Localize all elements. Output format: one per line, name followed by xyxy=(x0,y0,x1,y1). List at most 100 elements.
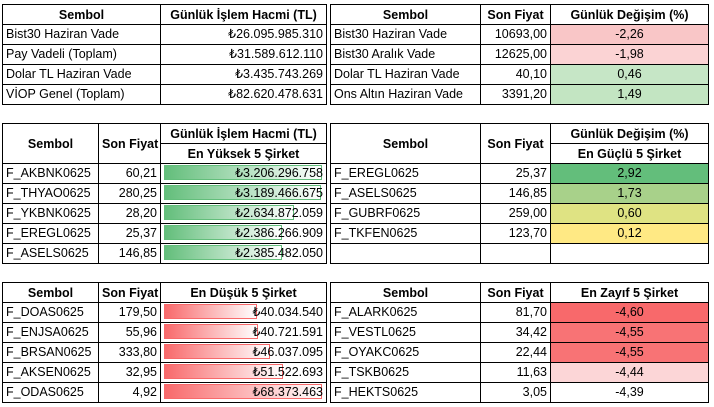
cell-content: F_ALARK0625 xyxy=(334,304,477,322)
cell: 10693,00 xyxy=(480,24,551,45)
data-table: Sembol Son Fiyat Günlük İşlem Hacmi (TL) En… xyxy=(2,123,327,264)
cell-content: ₺3.435.743.269 xyxy=(164,66,323,84)
header-row: Sembol Günlük İşlem Hacmi (TL) xyxy=(2,4,327,25)
data-row: F_ODAS0625 4,92 ₺68.373.463 xyxy=(2,382,327,403)
cell: 3391,20 xyxy=(480,84,551,105)
column-subheader: En Güçlü 5 Şirket xyxy=(550,143,709,164)
cell: F_THYAO0625 xyxy=(2,183,99,204)
value: 34,42 xyxy=(515,325,547,339)
data-row: F_TKFEN0625 123,70 0,12 xyxy=(330,223,709,244)
cell-content: ₺68.373.463 xyxy=(164,384,323,402)
value: 12625,00 xyxy=(494,47,547,61)
cell: ₺51.522.693 xyxy=(160,362,327,383)
cell: -4,60 xyxy=(550,302,709,323)
cell: F_EREGL0625 xyxy=(330,163,481,184)
symbol: F_DOAS0625 xyxy=(6,305,84,319)
cell-content: F_AKBNK0625 xyxy=(6,165,95,183)
symbol: F_ODAS0625 xyxy=(6,385,84,399)
column-header: Sembol xyxy=(2,123,99,164)
cell-content: 81,70 xyxy=(484,304,547,322)
cell: F_AKBNK0625 xyxy=(2,163,99,184)
cell: 3,05 xyxy=(480,382,551,403)
value: 2,92 xyxy=(617,166,642,180)
data-row: Dolar TL Haziran Vade 40,10 0,46 xyxy=(330,64,709,85)
cell-content: 11,63 xyxy=(484,364,547,382)
symbol: Ons Altın Haziran Vade xyxy=(334,87,464,101)
cell-content: ₺3.206.296.758 xyxy=(164,165,323,183)
cell-content: -4,39 xyxy=(554,384,705,402)
symbol: F_TSKB0625 xyxy=(334,365,410,379)
data-bar xyxy=(164,344,271,359)
value: 25,37 xyxy=(125,226,157,240)
data-bar xyxy=(164,384,322,399)
cell: Bist30 Haziran Vade xyxy=(330,24,481,45)
cell: F_AKSEN0625 xyxy=(2,362,99,383)
cell: ₺31.589.612.110 xyxy=(160,44,327,65)
cell: 25,37 xyxy=(480,163,551,184)
cell-content: F_ENJSA0625 xyxy=(6,324,95,342)
data-table: Sembol Son Fiyat Günlük Değişim (%) En Güçl… xyxy=(330,123,709,264)
cell-content: 333,80 xyxy=(102,344,157,362)
column-header: En Zayıf 5 Şirket xyxy=(550,282,709,303)
data-row: Ons Altın Haziran Vade 3391,20 1,49 xyxy=(330,84,709,105)
data-row: F_OYAKC0625 22,44 -4,55 xyxy=(330,342,709,363)
cell: F_ASELS0625 xyxy=(330,183,481,204)
symbol: F_VESTL0625 xyxy=(334,325,416,339)
data-row: F_BRSAN0625 333,80 ₺46.037.095 xyxy=(2,342,327,363)
cell: 55,96 xyxy=(98,322,161,343)
symbol: F_AKBNK0625 xyxy=(6,166,91,180)
cell-content: F_THYAO0625 xyxy=(6,185,95,203)
cell: 0,46 xyxy=(550,64,709,85)
cell: VİOP Genel (Toplam) xyxy=(2,84,161,105)
cell-content: F_BRSAN0625 xyxy=(6,344,95,362)
cell: Bist30 Aralık Vade xyxy=(330,44,481,65)
cell: 1,73 xyxy=(550,183,709,204)
cell: F_EREGL0625 xyxy=(2,223,99,244)
value: 3391,20 xyxy=(501,87,547,101)
cell-content: ₺51.522.693 xyxy=(164,364,323,382)
cell-content: ₺82.620.478.631 xyxy=(164,86,323,104)
data-row: F_DOAS0625 179,50 ₺40.034.540 xyxy=(2,302,327,323)
cell: 32,95 xyxy=(98,362,161,383)
cell-content: F_ASELS0625 xyxy=(6,245,95,263)
column-header: Günlük Değişim (%) xyxy=(550,4,709,25)
cell-content: ₺31.589.612.110 xyxy=(164,46,323,64)
value: -4,44 xyxy=(615,365,644,379)
cell: F_TKFEN0625 xyxy=(330,223,481,244)
value: 146,85 xyxy=(508,186,547,200)
data-row: F_YKBNK0625 28,20 ₺2.634.872.059 xyxy=(2,203,327,224)
data-bar xyxy=(164,185,322,200)
data-bar xyxy=(164,364,284,379)
value: 123,70 xyxy=(508,226,547,240)
symbol: F_EREGL0625 xyxy=(334,166,419,180)
cell-content: 32,95 xyxy=(102,364,157,382)
cell-content: 3,05 xyxy=(484,384,547,402)
symbol: Dolar TL Haziran Vade xyxy=(6,67,132,81)
cell-content: Dolar TL Haziran Vade xyxy=(6,66,157,84)
column-header: Sembol xyxy=(330,123,481,164)
cell-content: 146,85 xyxy=(102,245,157,263)
cell-content: 0,60 xyxy=(554,205,705,223)
cell-content: -4,55 xyxy=(554,324,705,342)
value: 280,25 xyxy=(118,186,157,200)
cell-content: F_TKFEN0625 xyxy=(334,225,477,243)
cell: Dolar TL Haziran Vade xyxy=(330,64,481,85)
data-row: F_AKSEN0625 32,95 ₺51.522.693 xyxy=(2,362,327,383)
cell: 179,50 xyxy=(98,302,161,323)
value: ₺3.189.466.675 xyxy=(235,186,323,200)
symbol: F_BRSAN0625 xyxy=(6,345,92,359)
cell: ₺3.189.466.675 xyxy=(160,183,327,204)
value: 11,63 xyxy=(516,365,547,379)
symbol: Bist30 Haziran Vade xyxy=(334,27,448,41)
cell: -4,44 xyxy=(550,362,709,383)
cell-content: F_OYAKC0625 xyxy=(334,344,477,362)
data-table: Sembol Son Fiyat Günlük Değişim (%) Bist30 … xyxy=(330,4,709,105)
value: 146,85 xyxy=(118,246,157,260)
data-table: Sembol Günlük İşlem Hacmi (TL) Bist30 Hazi… xyxy=(2,4,327,105)
cell-content: 146,85 xyxy=(484,185,547,203)
symbol: F_EREGL0625 xyxy=(6,226,91,240)
symbol: F_THYAO0625 xyxy=(6,186,91,200)
cell: -2,26 xyxy=(550,24,709,45)
cell-content: Pay Vadeli (Toplam) xyxy=(6,46,157,64)
